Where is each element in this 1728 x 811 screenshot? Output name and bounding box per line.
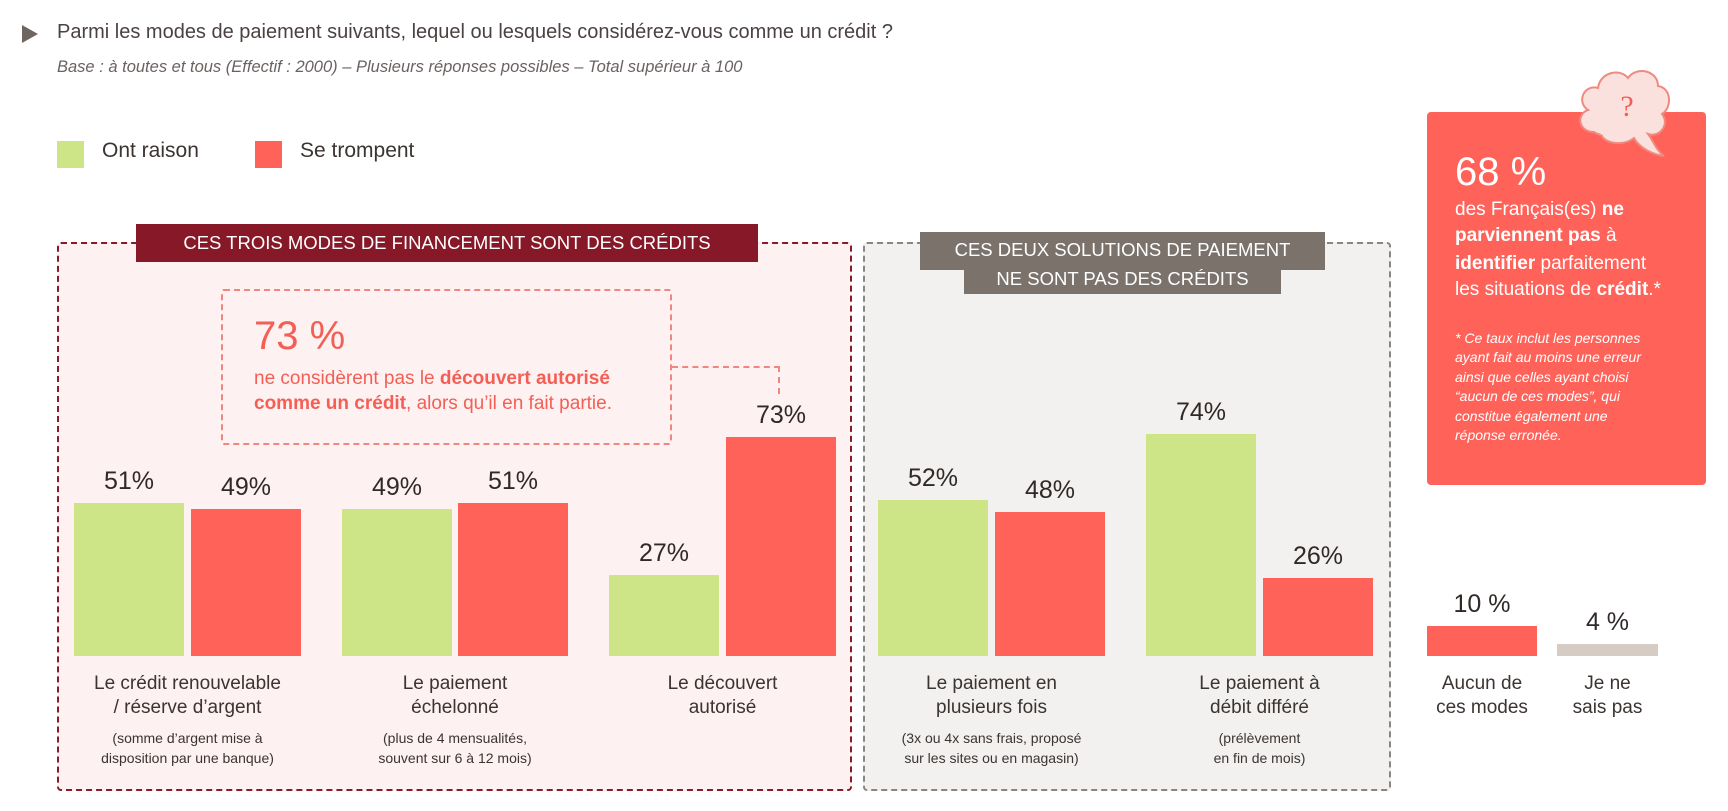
category-sublabel: (somme d’argent mise à <box>112 730 263 746</box>
callout-bold: comme un crédit <box>254 393 407 414</box>
legend-label-se-trompent: Se trompent <box>300 139 415 162</box>
panel-credits-header: CES TROIS MODES DE FINANCEMENT SONT DES … <box>136 224 758 262</box>
callout-line1: ne considèrent pas le découvert autorisé <box>254 368 610 390</box>
bar-se-trompent <box>191 509 301 656</box>
category-label: Le crédit renouvelable <box>94 673 281 694</box>
category-sublabel: disposition par une banque) <box>101 750 274 766</box>
footnote-line: réponse erronée. <box>1455 427 1562 443</box>
bar-value-label: 49% <box>220 473 272 501</box>
category-sublabel: souvent sur 6 à 12 mois) <box>378 750 532 766</box>
bar-value-label: 10 % <box>1453 590 1511 618</box>
highlight-line3: identifier parfaitement <box>1455 253 1646 275</box>
legend-swatch-green <box>57 141 84 168</box>
panel-non-credits-header-line2: NE SONT PAS DES CRÉDITS <box>964 268 1281 294</box>
category-label: débit différé <box>1210 697 1309 718</box>
bar-value-label: 48% <box>1024 476 1076 504</box>
t: à <box>1600 225 1617 246</box>
bar-value-label: 27% <box>638 539 690 567</box>
category-sublabel: en fin de mois) <box>1213 750 1306 766</box>
bar-ont-raison <box>609 575 719 656</box>
panel-non-credits-header-line1: CES DEUX SOLUTIONS DE PAIEMENT <box>920 232 1325 270</box>
category-label: plusieurs fois <box>936 697 1047 718</box>
callout-bold: découvert autorisé <box>439 368 610 389</box>
category-sublabel: (3x ou 4x sans frais, proposé <box>901 730 1082 746</box>
question-thought-bubble-icon: ? <box>1579 70 1670 157</box>
category-sublabel: (prélèvement <box>1218 730 1301 746</box>
bar-value-label: 26% <box>1292 542 1344 570</box>
bar-ne-sais-pas <box>1557 644 1658 656</box>
t: des Français(es) <box>1455 199 1602 220</box>
bar-ont-raison <box>878 500 988 656</box>
category-label: / réserve d’argent <box>113 697 262 718</box>
category-label: échelonné <box>411 697 499 718</box>
category-label: ces modes <box>1436 697 1528 718</box>
b: ne <box>1601 199 1624 220</box>
t: les situations de <box>1455 279 1597 300</box>
panel-credits <box>57 242 852 791</box>
category-label: autorisé <box>688 697 757 718</box>
b: parviennent pas <box>1455 225 1601 246</box>
callout-connector <box>672 366 780 394</box>
bar-value-label: 51% <box>103 467 155 495</box>
b: identifier <box>1455 253 1536 274</box>
highlight-value: 68 % <box>1455 150 1547 194</box>
category-label: Le paiement en <box>926 673 1057 694</box>
b: crédit <box>1596 279 1649 300</box>
highlight-line1: des Français(es) ne <box>1455 199 1624 221</box>
category-label: Le découvert <box>667 673 778 694</box>
category-label: Aucun de <box>1441 673 1523 694</box>
bar-se-trompent <box>726 437 836 656</box>
bar-ont-raison <box>74 503 184 656</box>
bar-aucun <box>1427 626 1537 656</box>
bar-value-label: 74% <box>1175 398 1227 426</box>
footnote-line: ayant fait au moins une erreur <box>1455 349 1641 366</box>
t: parfaitement <box>1535 253 1647 274</box>
triangle-bullet-icon <box>22 25 38 43</box>
bar-ont-raison <box>342 509 452 656</box>
legend-swatch-red <box>255 141 282 168</box>
footnote-line: constitue également une <box>1455 407 1608 424</box>
footnote-line: “aucun de ces modes”, qui <box>1455 388 1620 405</box>
highlight-line2: parviennent pas à <box>1455 225 1617 247</box>
bar-value-label: 73% <box>755 401 807 429</box>
category-label: Le paiement à <box>1199 673 1320 694</box>
legend-label-ont-raison: Ont raison <box>102 139 199 162</box>
callout-text: , alors qu’il en fait partie. <box>406 393 612 414</box>
category-label: sais pas <box>1572 697 1643 718</box>
callout-box <box>221 289 672 445</box>
bar-se-trompent <box>1263 578 1373 656</box>
footnote-line: ainsi que celles ayant choisi <box>1455 368 1629 385</box>
t: .* <box>1648 279 1661 300</box>
subtitle: Base : à toutes et tous (Effectif : 2000… <box>57 58 743 76</box>
bar-value-label: 51% <box>487 467 539 495</box>
bar-se-trompent <box>995 512 1105 656</box>
callout-value: 73 % <box>254 314 346 358</box>
question-title: Parmi les modes de paiement suivants, le… <box>57 21 893 43</box>
bar-value-label: 52% <box>907 464 959 492</box>
bar-value-label: 4 % <box>1585 608 1630 636</box>
question-mark: ? <box>1620 90 1633 123</box>
category-label: Je ne <box>1584 673 1631 694</box>
category-sublabel: (plus de 4 mensualités, <box>383 730 527 746</box>
category-sublabel: sur les sites ou en magasin) <box>904 750 1079 766</box>
highlight-box <box>1427 112 1706 485</box>
bar-se-trompent <box>458 503 568 656</box>
callout-line2: comme un crédit, alors qu’il en fait par… <box>254 393 612 415</box>
highlight-line4: les situations de crédit.* <box>1455 279 1661 301</box>
bar-value-label: 49% <box>371 473 423 501</box>
category-label: Le paiement <box>402 673 508 694</box>
footnote-line: * Ce taux inclut les personnes <box>1455 330 1641 346</box>
bar-ont-raison <box>1146 434 1256 656</box>
callout-text: ne considèrent pas le <box>254 368 440 389</box>
